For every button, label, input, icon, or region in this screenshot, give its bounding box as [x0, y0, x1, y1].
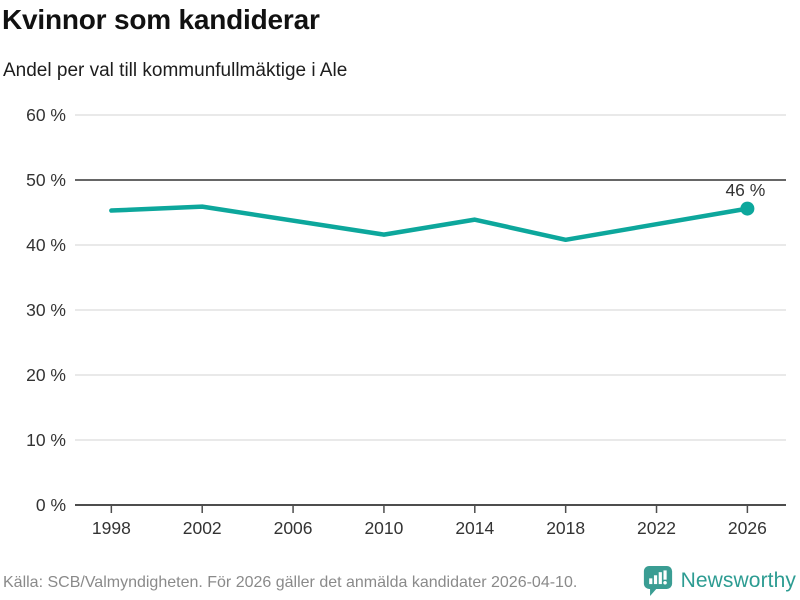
svg-text:60 %: 60 %: [26, 105, 66, 125]
svg-text:2014: 2014: [455, 518, 494, 538]
newsworthy-bubble-icon: [643, 566, 672, 596]
svg-text:2010: 2010: [364, 518, 403, 538]
svg-text:2018: 2018: [546, 518, 585, 538]
source-note: Källa: SCB/Valmyndigheten. För 2026 gäll…: [3, 574, 578, 591]
newsworthy-logo: Newsworthy: [643, 564, 796, 598]
svg-text:46 %: 46 %: [725, 180, 765, 200]
svg-text:40 %: 40 %: [26, 235, 66, 255]
svg-text:2002: 2002: [183, 518, 222, 538]
chart-subtitle: Andel per val till kommunfullmäktige i A…: [3, 60, 348, 81]
svg-text:2026: 2026: [728, 518, 767, 538]
svg-text:2022: 2022: [637, 518, 676, 538]
svg-text:10 %: 10 %: [26, 430, 66, 450]
svg-text:1998: 1998: [92, 518, 131, 538]
newsworthy-wordmark: Newsworthy: [680, 569, 796, 592]
svg-text:30 %: 30 %: [26, 300, 66, 320]
svg-text:0 %: 0 %: [36, 495, 66, 515]
svg-text:50 %: 50 %: [26, 170, 66, 190]
svg-text:20 %: 20 %: [26, 365, 66, 385]
chart-title: Kvinnor som kandiderar: [2, 4, 320, 35]
svg-text:2006: 2006: [274, 518, 313, 538]
